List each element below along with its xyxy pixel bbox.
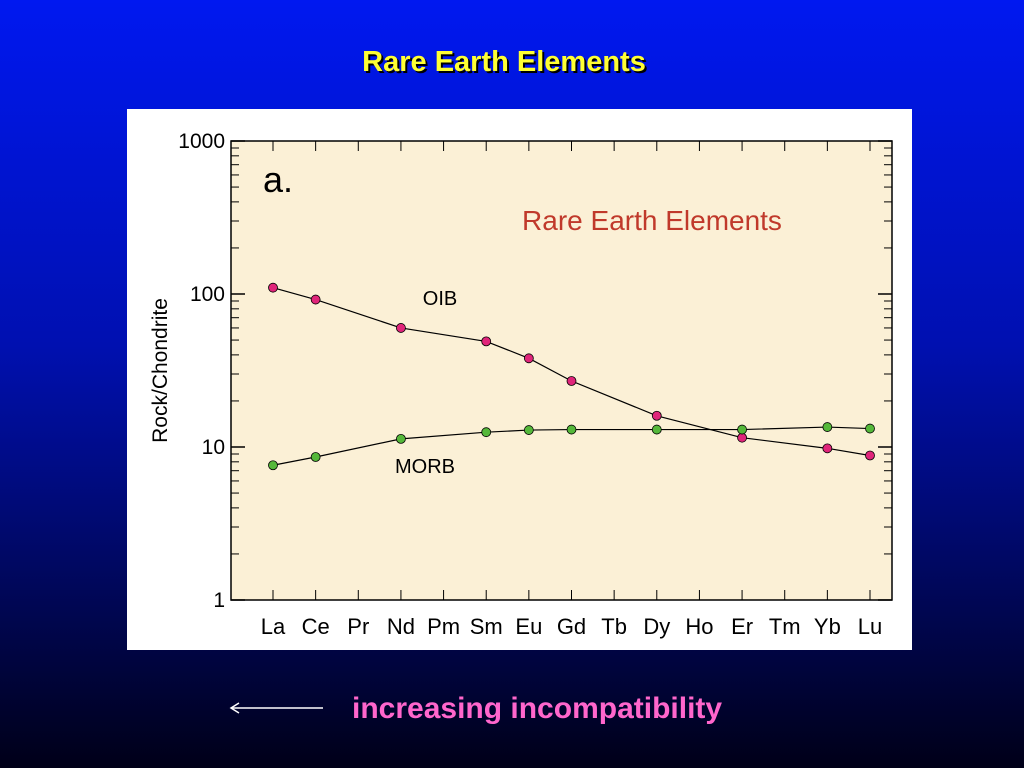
- x-tick-label: Pm: [427, 614, 460, 639]
- data-point-morb: [566, 424, 577, 435]
- x-tick-label: Tb: [601, 614, 627, 639]
- y-tick-label: 100: [190, 283, 225, 306]
- data-point-morb: [268, 460, 278, 471]
- data-point-oib: [566, 376, 577, 386]
- data-point-oib: [310, 294, 321, 305]
- series-line-morb: [272, 426, 871, 466]
- data-point-oib: [822, 443, 833, 454]
- left-arrow-icon: [229, 702, 323, 714]
- y-tick-label: 1: [213, 589, 225, 612]
- data-point-oib: [865, 450, 875, 461]
- y-axis-label: Rock/Chondrite: [149, 298, 172, 443]
- x-tick-label: Sm: [470, 614, 503, 639]
- series-line-oib: [272, 287, 871, 457]
- data-point-morb: [651, 424, 662, 435]
- data-point-oib: [481, 336, 492, 347]
- data-point-morb: [396, 433, 406, 444]
- x-tick-label: Ce: [302, 614, 330, 639]
- x-tick-label: La: [261, 614, 286, 639]
- x-tick-label: Nd: [387, 614, 415, 639]
- x-tick-label: Lu: [858, 614, 882, 639]
- panel-label: a.: [263, 159, 293, 200]
- data-point-oib: [737, 432, 747, 443]
- data-point-oib: [523, 353, 534, 364]
- footer: increasing incompatibility: [0, 690, 1024, 730]
- series-label-morb: MORB: [395, 456, 455, 478]
- chart-title: Rare Earth Elements: [522, 205, 782, 236]
- data-point-morb: [822, 422, 833, 432]
- x-tick-label: Yb: [814, 614, 841, 639]
- slide-title: Rare Earth Elements: [362, 46, 646, 78]
- ree-chart: 1000 100 10 1 La Ce Pr Nd Pm Sm Eu Gd Tb Dy Ho Er Tm Yb Lu…: [149, 130, 893, 639]
- y-tick-label: 1000: [178, 130, 225, 153]
- x-tick-label: Tm: [769, 614, 801, 639]
- x-tick-label: Ho: [685, 614, 713, 639]
- data-point-morb: [310, 452, 321, 462]
- x-tick-label: Er: [731, 614, 753, 639]
- chart-panel: 1000 100 10 1 La Ce Pr Nd Pm Sm Eu Gd Tb Dy Ho Er Tm Yb Lu…: [127, 109, 912, 650]
- data-point-morb: [737, 424, 747, 435]
- data-point-oib: [396, 323, 406, 333]
- x-tick-label: Eu: [515, 614, 542, 639]
- footer-text: increasing incompatibility: [352, 692, 723, 725]
- data-point-oib: [651, 410, 662, 421]
- series-label-oib: OIB: [423, 288, 457, 310]
- x-tick-label: Pr: [347, 614, 369, 639]
- x-tick-label: Dy: [643, 614, 670, 639]
- data-point-oib: [268, 282, 278, 293]
- y-tick-label: 10: [202, 436, 225, 459]
- data-point-morb: [865, 423, 875, 434]
- plot-area: [230, 140, 893, 601]
- data-point-morb: [481, 427, 492, 438]
- x-tick-label: Gd: [557, 614, 586, 639]
- data-point-morb: [523, 425, 534, 435]
